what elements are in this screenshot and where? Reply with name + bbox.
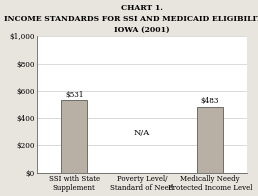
Text: $531: $531 bbox=[65, 91, 83, 99]
Text: N/A: N/A bbox=[134, 129, 150, 137]
Bar bbox=[197, 107, 223, 172]
Bar bbox=[61, 100, 87, 172]
Title: CHART 1.
INCOME STANDARDS FOR SSI AND MEDICAID ELIGIBILITY IN
IOWA (2001): CHART 1. INCOME STANDARDS FOR SSI AND ME… bbox=[4, 4, 258, 34]
Text: $483: $483 bbox=[201, 97, 219, 105]
